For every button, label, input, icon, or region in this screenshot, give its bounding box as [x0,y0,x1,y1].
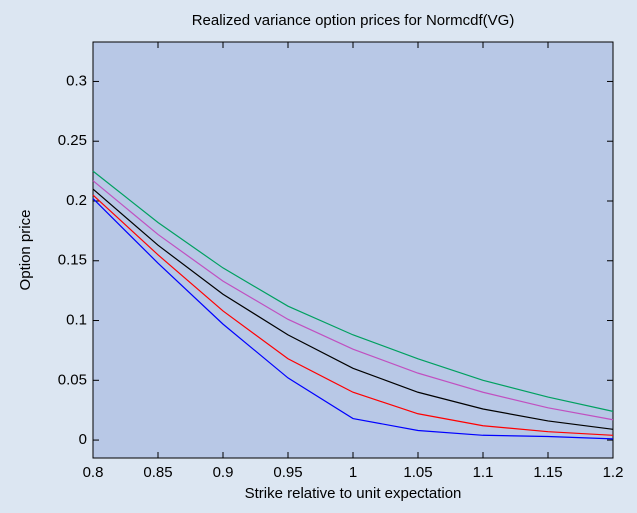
x-tick-label: 1.2 [603,464,624,481]
x-tick-label: 1.05 [403,464,432,481]
y-tick-label: 0.1 [66,311,87,328]
x-tick-label: 0.8 [83,464,104,481]
series-line [92,170,614,412]
y-tick-label: 0.05 [58,371,87,388]
y-tick-label: 0 [79,431,87,448]
y-axis-label: Option price [17,210,34,291]
x-tick-label: 0.9 [213,464,234,481]
x-tick-label: 1.15 [533,464,562,481]
plot-area [92,41,614,459]
y-tick-label: 0.3 [66,72,87,89]
y-tick-label: 0.2 [66,192,87,209]
x-axis-label: Strike relative to unit expectation [245,485,462,502]
series-line [92,188,614,430]
x-tick-label: 0.85 [143,464,172,481]
y-tick-label: 0.15 [58,252,87,269]
series-line [92,180,614,421]
x-tick-label: 0.95 [273,464,302,481]
series-line [92,194,614,436]
x-tick-label: 1 [349,464,357,481]
chart-title: Realized variance option prices for Norm… [192,12,515,29]
series-line [92,198,614,440]
y-tick-label: 0.25 [58,132,87,149]
x-tick-label: 1.1 [473,464,494,481]
